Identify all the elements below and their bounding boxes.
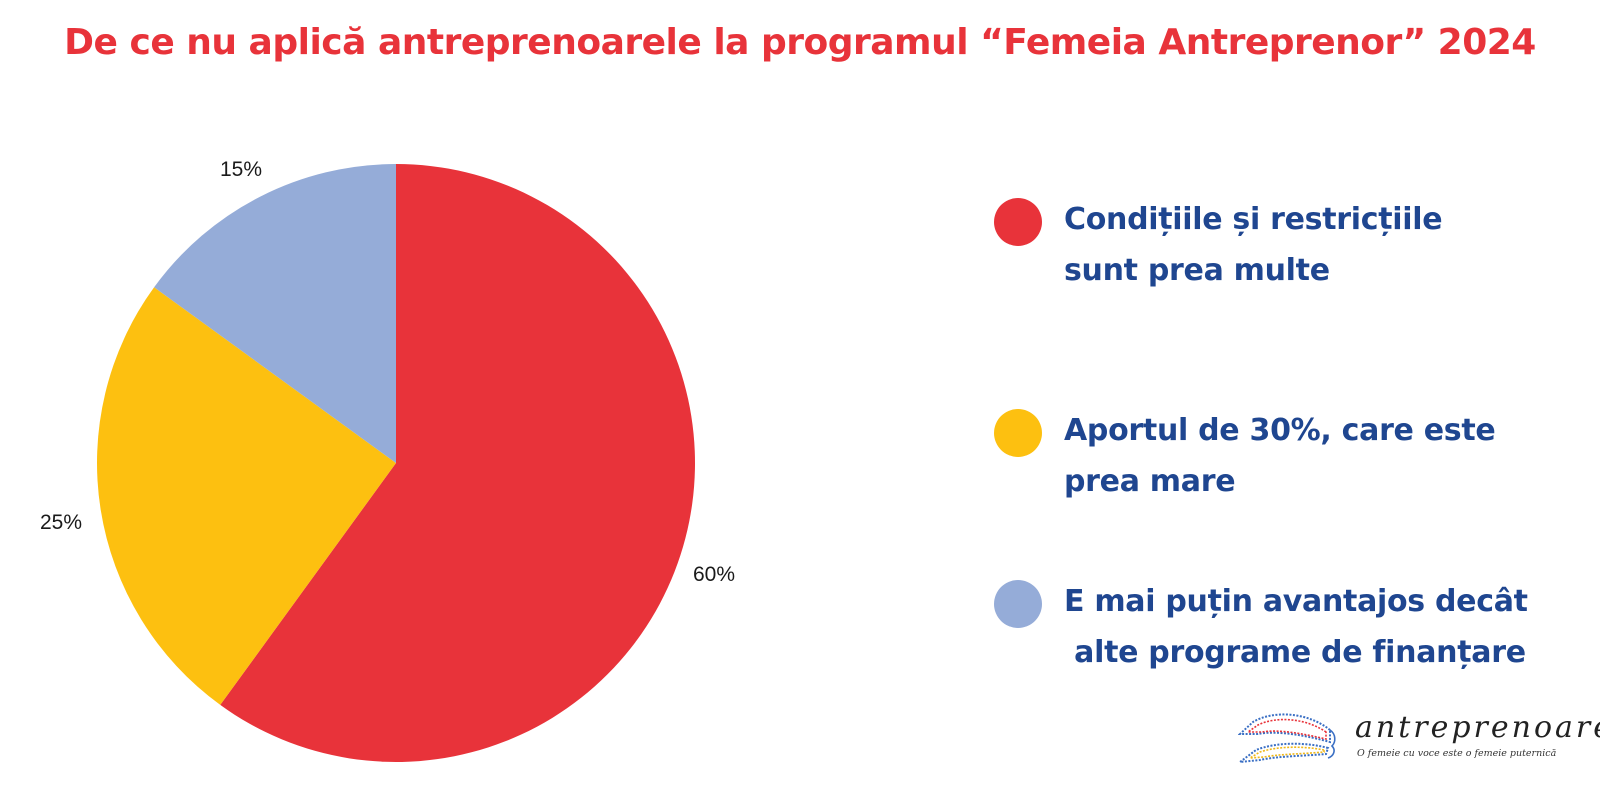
- antreprenoare-logo: antreprenoare O femeie cu voce este o fe…: [1238, 710, 1600, 792]
- logo-tagline: O femeie cu voce este o femeie puternică: [1357, 748, 1557, 759]
- slice-label-25: 25%: [40, 511, 83, 534]
- legend-dot-blue-icon: [994, 580, 1042, 628]
- pie-slice-15pct: [154, 164, 396, 463]
- legend-dot-yellow-icon: [994, 409, 1042, 457]
- legend-label: E mai puțin avantajos decât alte program…: [1064, 584, 1528, 670]
- pie-slice-25pct: [96, 287, 397, 705]
- legend-label: Condițiile și restricțiile sunt prea mul…: [1064, 202, 1443, 288]
- slice-label-15: 15%: [220, 158, 263, 181]
- legend-item-conditions: Condițiile și restricțiile sunt prea mul…: [994, 194, 1443, 296]
- legend-label: Aportul de 30%, care este prea mare: [1064, 413, 1496, 499]
- legend-dot-red-icon: [994, 198, 1042, 246]
- legend-item-contribution: Aportul de 30%, care este prea mare: [994, 405, 1496, 507]
- legend-item-less-advantageous: E mai puțin avantajos decât alte program…: [994, 576, 1528, 678]
- logo-wordmark: antreprenoare: [1355, 710, 1600, 745]
- chart-title: De ce nu aplică antreprenoarele la progr…: [64, 22, 1536, 63]
- logo-wings-icon: [1238, 713, 1336, 764]
- pie-slice-60pct: [220, 164, 696, 763]
- slice-label-60: 60%: [693, 563, 736, 586]
